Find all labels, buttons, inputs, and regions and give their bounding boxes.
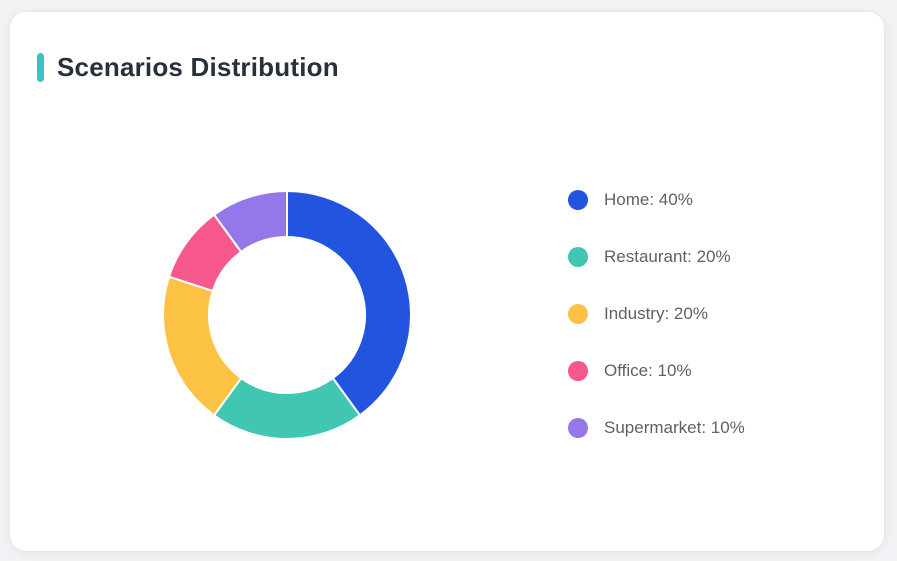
- card-header: Scenarios Distribution: [37, 52, 339, 83]
- legend-dot-office: [568, 361, 588, 381]
- donut-segment-home[interactable]: [286, 190, 412, 417]
- donut-segment-supermarket[interactable]: [213, 190, 288, 253]
- legend-dot-supermarket: [568, 418, 588, 438]
- legend-label: Industry: 20%: [604, 304, 708, 323]
- donut-svg: [162, 190, 412, 440]
- page-title: Scenarios Distribution: [57, 52, 339, 82]
- legend-label: Restaurant: 20%: [604, 247, 731, 266]
- legend-item-restaurant[interactable]: Restaurant: 20%: [568, 247, 745, 267]
- donut-segment-industry[interactable]: [162, 275, 243, 417]
- legend-label: Supermarket: 10%: [604, 418, 745, 437]
- donut-segment-restaurant[interactable]: [213, 377, 361, 440]
- legend-dot-home: [568, 190, 588, 210]
- legend-item-industry[interactable]: Industry: 20%: [568, 304, 745, 324]
- legend-label: Home: 40%: [604, 190, 693, 209]
- legend-item-supermarket[interactable]: Supermarket: 10%: [568, 418, 745, 438]
- legend-item-home[interactable]: Home: 40%: [568, 190, 745, 210]
- donut-chart: [162, 190, 412, 440]
- scenarios-distribution-card: Scenarios Distribution Home: 40% Restaura…: [10, 12, 884, 551]
- legend-dot-restaurant: [568, 247, 588, 267]
- title-accent-bar: [37, 53, 44, 82]
- legend-dot-industry: [568, 304, 588, 324]
- legend: Home: 40% Restaurant: 20% Industry: 20% Off…: [568, 190, 745, 475]
- legend-item-office[interactable]: Office: 10%: [568, 361, 745, 381]
- legend-label: Office: 10%: [604, 361, 692, 380]
